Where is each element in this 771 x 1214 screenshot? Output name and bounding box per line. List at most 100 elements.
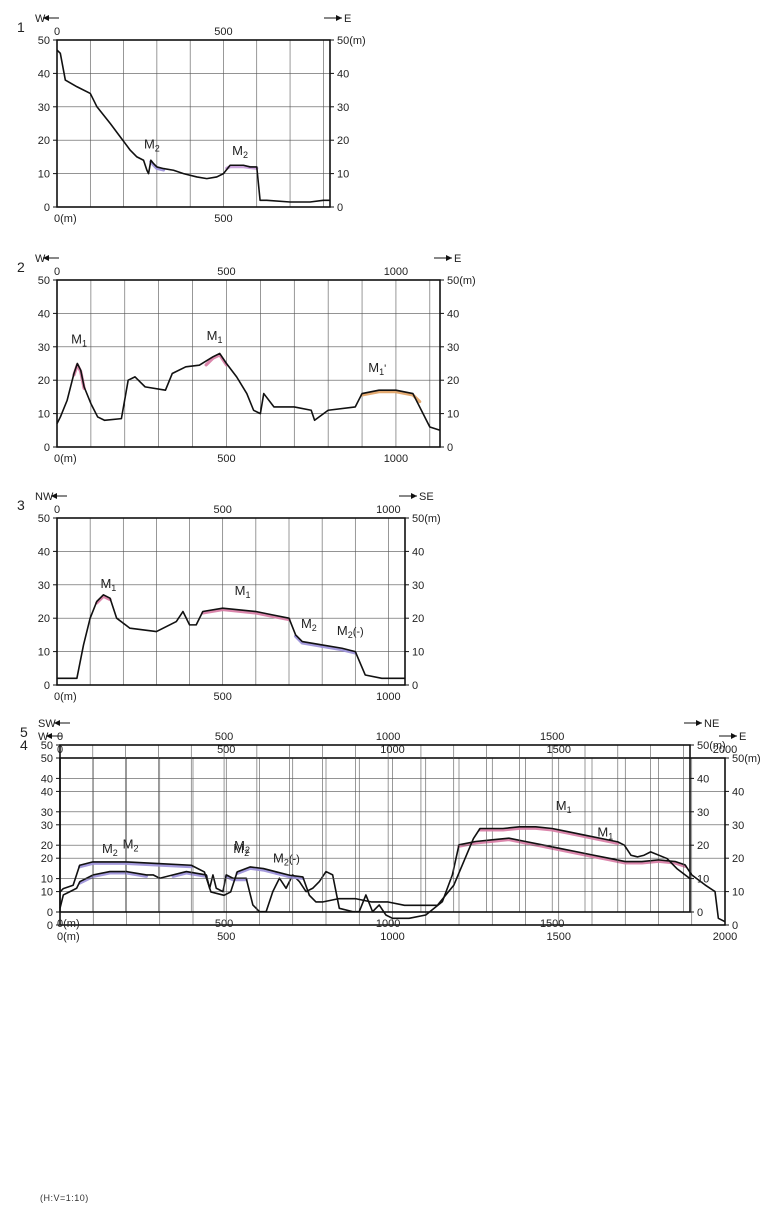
direction-left-label: SW xyxy=(38,718,56,730)
left-axis-label: 30 xyxy=(38,102,50,114)
left-axis-label: 10 xyxy=(41,887,53,899)
terrace-highlight xyxy=(201,607,291,622)
left-axis-label: 10 xyxy=(41,874,53,886)
bottom-axis-label: 0(m) xyxy=(57,931,80,943)
left-axis-label: 0 xyxy=(44,202,50,214)
right-axis-label: 50(m) xyxy=(337,35,366,47)
left-axis-label: 10 xyxy=(38,169,50,181)
terrace-label: M2(-) xyxy=(273,851,300,868)
right-axis-label: 50(m) xyxy=(732,753,761,765)
left-axis-label: 50 xyxy=(38,513,50,525)
top-axis-label: 1500 xyxy=(540,731,564,743)
panel-index: 2 xyxy=(17,259,25,275)
top-axis-label: 500 xyxy=(215,731,233,743)
direction-right-label: E xyxy=(454,253,461,265)
profile-line xyxy=(56,49,330,203)
direction-right-label: E xyxy=(344,13,351,25)
right-axis-label: 50(m) xyxy=(697,740,726,752)
arrow-right-icon xyxy=(411,493,417,499)
terrace-label: M2 xyxy=(301,616,317,633)
right-axis-label: 0 xyxy=(412,680,418,692)
bottom-axis-label: 1500 xyxy=(540,918,564,930)
direction-left-label: W xyxy=(38,731,49,743)
direction-left-label: W xyxy=(35,13,46,25)
right-axis-label: 20 xyxy=(732,853,744,865)
left-axis-label: 40 xyxy=(38,308,50,320)
left-axis-label: 20 xyxy=(41,853,53,865)
arrow-left-icon xyxy=(51,493,57,499)
terrace-highlight xyxy=(274,871,305,880)
terrace-highlight xyxy=(235,866,279,875)
profile-line xyxy=(59,837,726,923)
right-axis-label: 40 xyxy=(412,546,424,558)
right-axis-label: 40 xyxy=(697,773,709,785)
panel-index: 1 xyxy=(17,19,25,35)
right-axis-label: 30 xyxy=(337,102,349,114)
terrace-highlight xyxy=(171,871,208,878)
right-axis-label: 40 xyxy=(337,68,349,80)
right-axis-label: 40 xyxy=(447,308,459,320)
top-axis-label: 1500 xyxy=(547,744,571,756)
right-axis-label: 20 xyxy=(337,135,349,147)
arrow-left-icon xyxy=(46,733,52,739)
profile-panel-3: 0 0 10 10 20 20 30 30 40 40 50 50(m) 0 500 1000 0(m) 500… xyxy=(17,491,441,703)
terrace-label: M1 xyxy=(235,583,251,600)
terrace-highlight xyxy=(224,874,248,882)
top-axis-label: 0 xyxy=(57,731,63,743)
terrace-label: M1 xyxy=(71,331,87,348)
terrace-label: M1' xyxy=(368,360,386,377)
left-axis-label: 20 xyxy=(41,840,53,852)
profile-line xyxy=(56,352,441,432)
terrace-highlight xyxy=(478,826,620,845)
terrace-label: M2 xyxy=(144,137,160,154)
right-axis-label: 0 xyxy=(732,920,738,932)
left-axis-label: 20 xyxy=(38,613,50,625)
right-axis-label: 10 xyxy=(697,874,709,886)
top-axis-label: 0 xyxy=(54,26,60,38)
profile-line xyxy=(59,826,691,907)
arrow-right-icon xyxy=(696,720,702,726)
top-axis-label: 1000 xyxy=(376,504,400,516)
bottom-axis-label: 1000 xyxy=(376,918,400,930)
top-axis-label: 500 xyxy=(214,504,232,516)
left-axis-label: 50 xyxy=(41,753,53,765)
left-axis-label: 40 xyxy=(38,68,50,80)
left-axis-label: 10 xyxy=(38,647,50,659)
terrace-label: M1 xyxy=(100,576,116,593)
right-axis-label: 10 xyxy=(412,647,424,659)
bottom-axis-label: 0(m) xyxy=(54,213,77,225)
top-axis-label: 0 xyxy=(54,504,60,516)
top-axis-label: 1000 xyxy=(380,744,404,756)
terrace-highlight xyxy=(294,634,324,648)
terrace-highlight xyxy=(457,837,687,868)
profile-line xyxy=(57,594,405,680)
profile-panel-2: 0 0 10 10 20 20 30 30 40 40 50 50(m) 0 500 1000 0(m) 500… xyxy=(17,253,476,465)
plot-frame xyxy=(59,744,691,913)
arrow-right-icon xyxy=(731,733,737,739)
right-axis-label: 30 xyxy=(447,342,459,354)
left-axis-label: 0 xyxy=(47,907,53,919)
terrace-label: M2 xyxy=(234,838,250,855)
left-axis-label: 50 xyxy=(41,740,53,752)
right-axis-label: 10 xyxy=(337,169,349,181)
panel-index: 3 xyxy=(17,497,25,513)
left-axis-label: 50 xyxy=(38,35,50,47)
top-axis-label: 500 xyxy=(214,26,232,38)
terrace-label: M2 xyxy=(102,841,118,858)
terrace-label: M2 xyxy=(232,143,248,160)
terrace-label: M2(-) xyxy=(337,623,364,640)
left-axis-label: 50 xyxy=(38,275,50,287)
left-axis-label: 0 xyxy=(44,442,50,454)
top-axis-label: 0 xyxy=(54,266,60,278)
plot-frame xyxy=(56,39,331,208)
bottom-axis-label: 500 xyxy=(217,453,235,465)
top-axis-label: 1000 xyxy=(376,731,400,743)
bottom-axis-label: 500 xyxy=(215,918,233,930)
right-axis-label: 20 xyxy=(697,840,709,852)
bottom-axis-label: 2000 xyxy=(713,931,737,943)
bottom-axis-label: 500 xyxy=(214,213,232,225)
terrace-highlight xyxy=(78,861,193,869)
arrow-right-icon xyxy=(446,255,452,261)
